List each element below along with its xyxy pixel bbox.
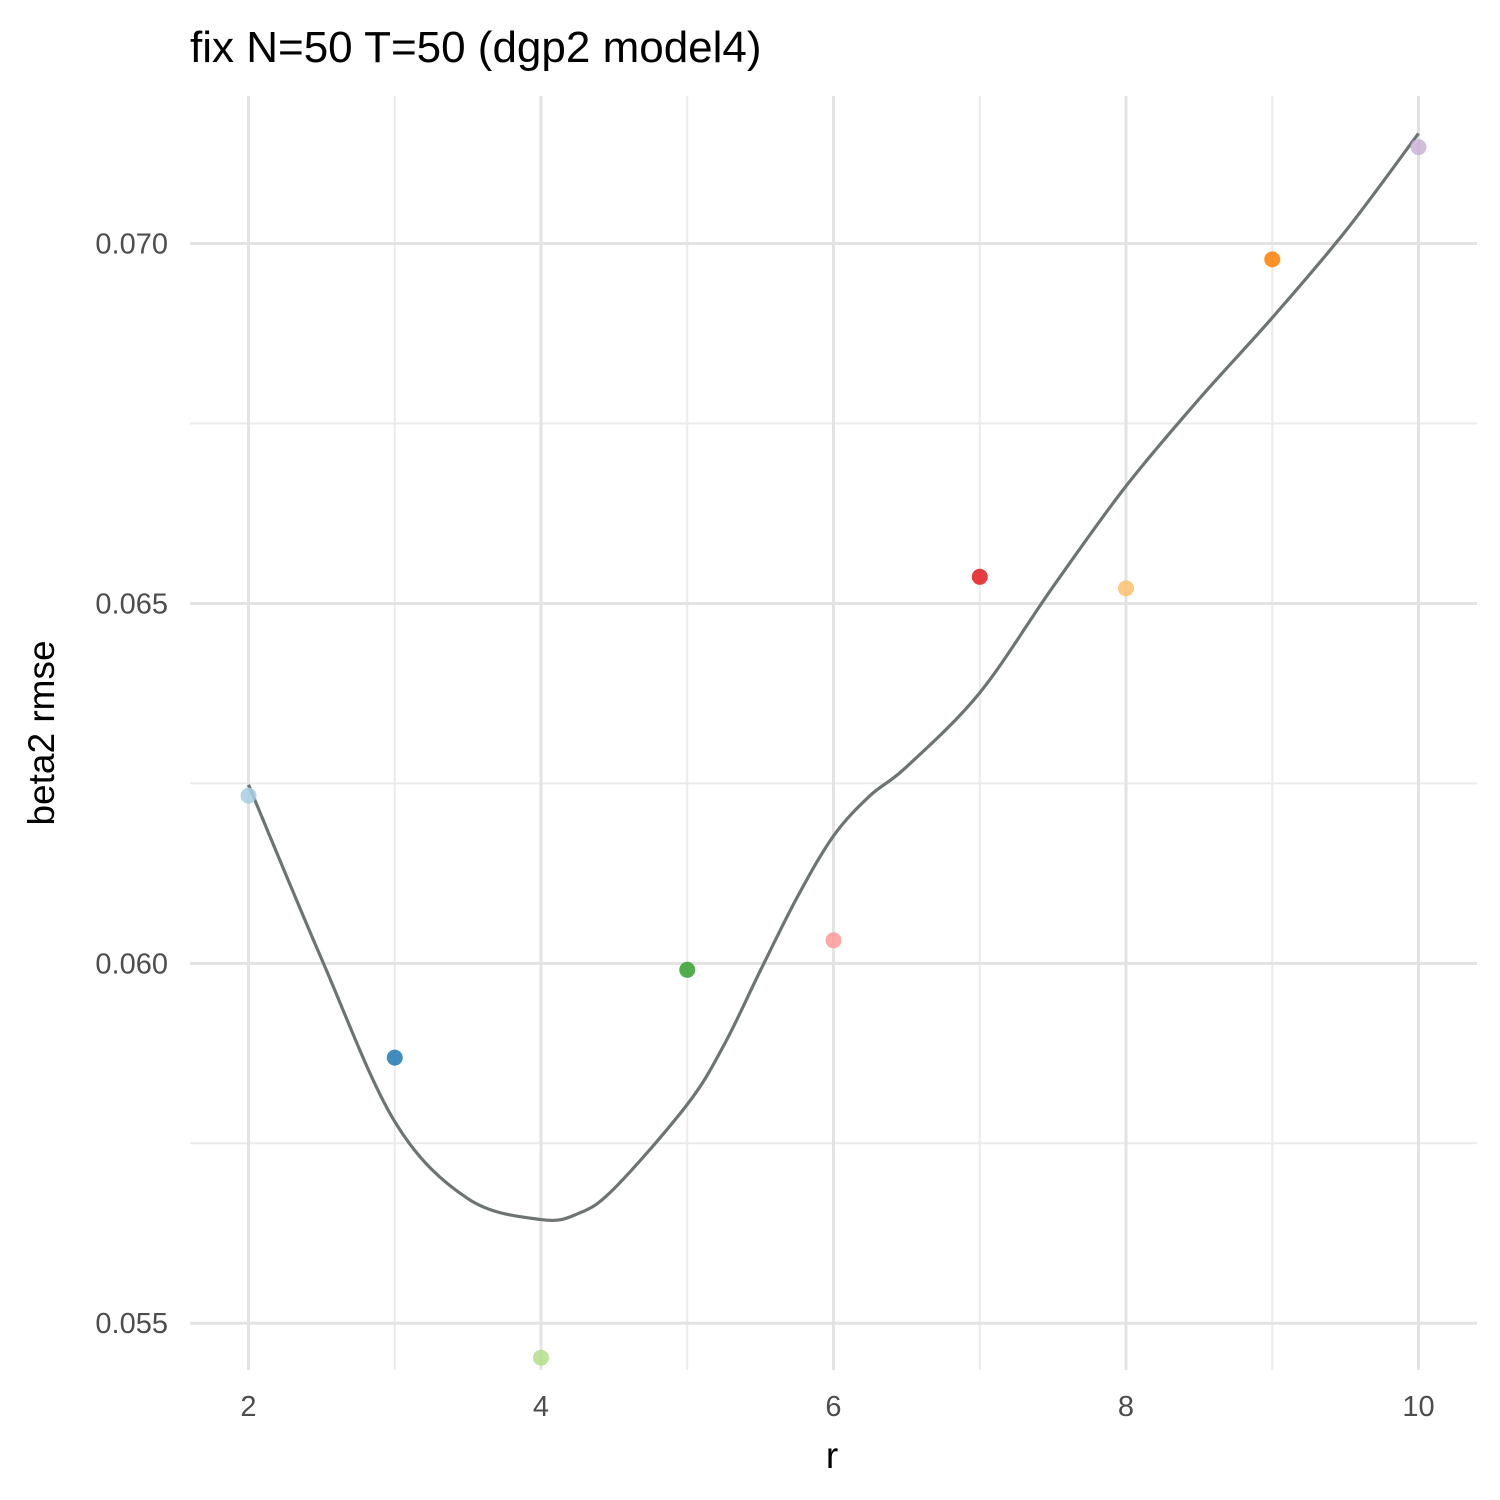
data-point-r10 [1410,139,1427,156]
data-point-r4 [533,1349,549,1366]
data-point-r3 [386,1049,403,1066]
y-tick-label: 0.070 [95,229,168,261]
smooth-line-layer [247,132,1420,1223]
chart-title: fix N=50 T=50 (dgp2 model4) [190,23,762,72]
tick-labels: 2 4 6 8 10 0.055 0.060 0.065 0.070 [95,229,1434,1423]
x-axis-title: r [826,1435,838,1476]
x-tick-label: 10 [1402,1391,1434,1423]
y-tick-label: 0.060 [95,948,168,980]
x-tick-label: 8 [1118,1391,1134,1423]
data-point-r8 [1118,580,1134,597]
y-tick-label: 0.055 [95,1308,168,1340]
y-tick-label: 0.065 [95,588,168,620]
point-layer [240,139,1427,1366]
data-point-r6 [825,932,842,949]
y-axis-title: beta2 rmse [21,640,62,825]
data-point-r5 [679,961,696,978]
x-tick-label: 4 [533,1391,549,1423]
data-point-r9 [1264,251,1281,268]
x-tick-label: 2 [240,1391,256,1423]
grid [190,96,1477,1370]
data-point-r2 [240,787,257,804]
smooth-trend-line [247,132,1420,1223]
x-tick-label: 6 [825,1391,841,1423]
data-point-r7 [971,568,988,585]
